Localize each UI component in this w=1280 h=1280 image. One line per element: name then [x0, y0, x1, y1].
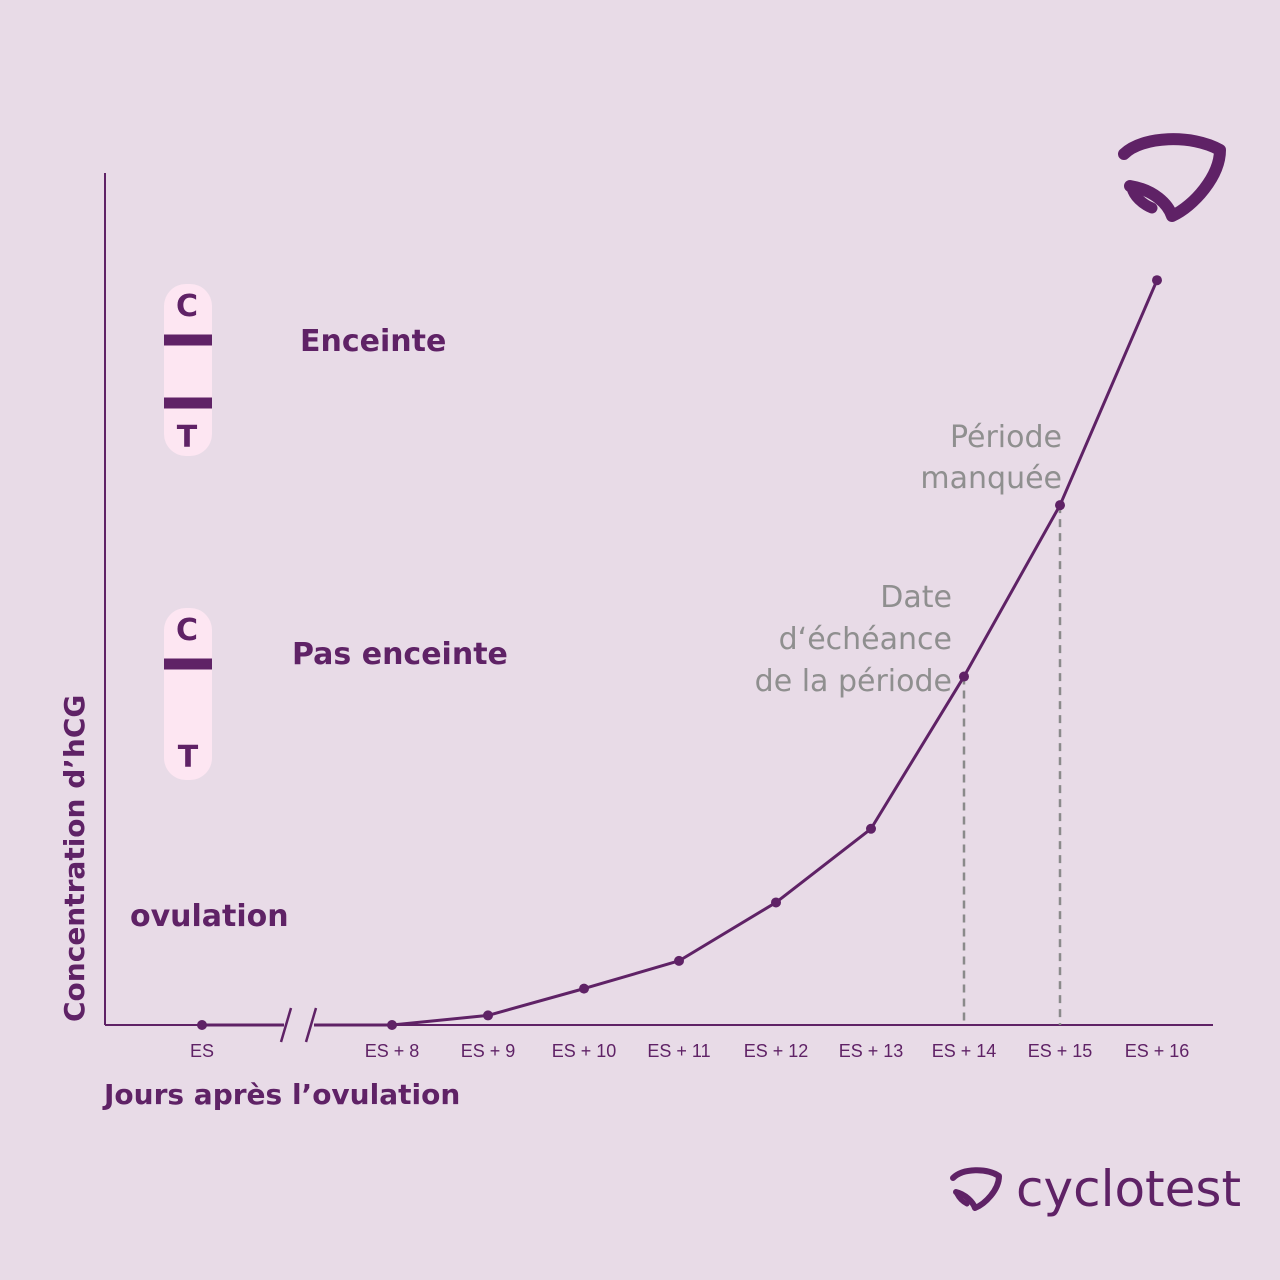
dashed-drop-lines [962, 505, 1062, 1025]
data-point [674, 955, 684, 966]
y-axis-label: Concentration d’hCG [58, 695, 91, 1022]
x-tick-label: ES + 11 [647, 1041, 710, 1061]
test-strip-pregnant: C T [164, 284, 212, 456]
annotations: Date d‘échéance de la période Période manqué… [755, 420, 1062, 699]
data-point [1152, 275, 1162, 286]
cyclotest-logo-icon [1118, 133, 1226, 222]
x-tick-label: ES + 13 [839, 1041, 904, 1061]
data-point [483, 1010, 493, 1021]
series-segment [582, 959, 681, 991]
x-tick-label: ES + 8 [365, 1041, 420, 1061]
ovulation-label: ovulation [130, 899, 289, 934]
series-segment [962, 503, 1062, 679]
x-tick-label: ES + 9 [461, 1041, 516, 1061]
axis-break [279, 1007, 318, 1043]
brand-logo-icon [950, 1167, 1002, 1211]
brand-logo: cyclotest [950, 1160, 1241, 1218]
pregnant-label: Enceinte [300, 324, 446, 359]
x-tick-label: ES [190, 1041, 214, 1061]
test-strip-not-pregnant: C T [164, 608, 212, 780]
data-point [197, 1020, 207, 1030]
x-axis-label: Jours après l’ovulation [102, 1078, 460, 1111]
annotation-line: Date [880, 580, 952, 615]
control-letter: C [176, 289, 198, 324]
annotation-line: Période [950, 420, 1062, 455]
data-point [959, 671, 969, 682]
test-letter: T [178, 740, 199, 775]
data-point [387, 1020, 397, 1030]
x-tick-label: ES + 10 [552, 1041, 617, 1061]
annotation-line: d‘échéance [779, 622, 952, 657]
annotation-line: manquée [920, 461, 1062, 496]
x-tick-label: ES + 12 [744, 1041, 809, 1061]
series-segment [677, 900, 778, 963]
data-point [866, 823, 876, 834]
test-letter: T [177, 420, 198, 455]
x-tick-label: ES + 15 [1028, 1041, 1093, 1061]
brand-name: cyclotest [1016, 1160, 1241, 1218]
annotation-line: de la période [755, 664, 952, 699]
x-tick-label: ES + 16 [1125, 1041, 1190, 1061]
data-point [771, 897, 781, 908]
series-segment [486, 987, 586, 1017]
control-letter: C [176, 613, 198, 648]
series-segment [869, 675, 966, 831]
x-tick-label: ES + 14 [932, 1041, 997, 1061]
data-point [1055, 500, 1065, 511]
series-segment [774, 827, 873, 904]
x-tick-labels: ES ES + 8 ES + 9 ES + 10 ES + 11 ES + 12 ES + … [190, 1041, 1189, 1061]
series-segment [1058, 278, 1159, 507]
data-point [579, 983, 589, 994]
series-segment [390, 1013, 490, 1027]
not-pregnant-label: Pas enceinte [292, 637, 508, 672]
